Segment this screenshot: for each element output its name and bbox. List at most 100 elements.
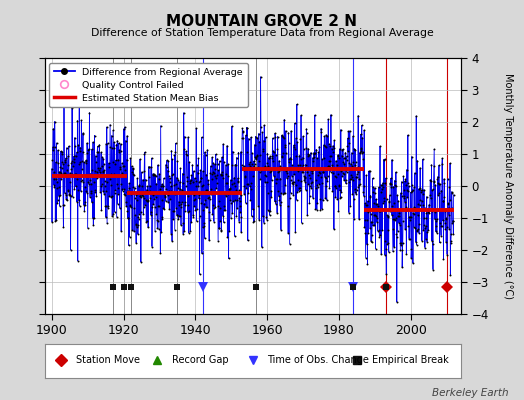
Point [227,181,236,187]
Point [222,162,230,168]
Point [314,149,323,156]
Point [63,187,72,194]
Point [275,168,283,174]
Point [238,128,247,134]
Point [105,171,113,178]
Point [319,197,327,203]
Point [257,124,265,130]
Point [159,205,168,211]
Point [76,144,84,151]
Point [238,125,247,132]
Point [396,221,404,228]
Point [184,134,192,140]
Point [205,237,213,244]
Point [80,202,88,208]
Point [123,133,132,139]
Point [145,163,153,170]
Point [121,124,129,130]
Point [288,172,296,179]
Point [398,247,407,253]
Point [289,180,297,187]
Point [59,202,67,208]
Point [352,158,360,165]
Point [347,161,355,168]
Point [305,151,313,158]
Point [401,226,409,232]
Point [402,187,411,194]
Point [160,206,168,212]
Point [269,166,277,172]
Point [357,148,365,154]
Point [59,223,68,230]
Point [187,172,195,178]
Point [51,176,60,182]
Point [357,146,366,152]
Point [412,242,421,248]
Point [378,207,386,213]
Point [325,158,333,164]
Point [429,266,437,273]
Point [67,160,75,166]
Point [428,238,436,244]
Point [328,162,336,168]
Point [433,176,442,182]
Point [104,203,113,210]
Point [78,176,86,183]
Point [307,167,315,174]
Point [91,168,100,175]
Point [52,217,60,223]
Point [242,132,250,138]
Point [389,200,398,206]
Point [127,163,136,169]
Point [177,200,185,207]
Point [286,189,294,196]
Point [354,184,363,190]
Point [185,178,194,184]
Point [233,205,241,211]
Point [233,154,241,161]
Point [139,210,147,217]
Point [48,219,56,225]
Point [77,188,85,194]
Point [61,157,70,163]
Point [223,234,232,240]
Point [99,188,107,194]
Point [419,202,427,208]
Point [259,148,267,154]
Point [82,160,91,166]
Point [126,202,134,208]
Point [50,118,59,125]
Point [409,211,418,217]
Point [355,176,364,182]
Point [208,154,216,161]
Point [254,158,263,164]
Text: MOUNTAIN GROVE 2 N: MOUNTAIN GROVE 2 N [167,14,357,29]
Point [63,166,71,173]
Point [260,164,269,170]
Point [123,188,131,195]
Point [209,169,217,175]
Point [318,206,326,212]
Point [136,193,144,199]
Point [421,244,429,251]
Point [345,160,354,166]
Point [57,170,66,176]
Point [165,206,173,212]
Point [333,170,342,177]
Point [79,131,87,137]
Point [84,180,93,187]
Point [187,219,195,226]
Point [416,185,424,191]
Point [357,122,366,129]
Point [149,172,158,178]
Point [99,155,107,162]
Point [160,192,169,199]
Point [199,224,207,230]
Point [320,155,328,161]
Point [414,230,423,236]
Point [96,188,104,195]
Point [334,154,343,161]
Point [423,229,431,235]
Point [88,146,96,152]
Point [394,228,402,234]
